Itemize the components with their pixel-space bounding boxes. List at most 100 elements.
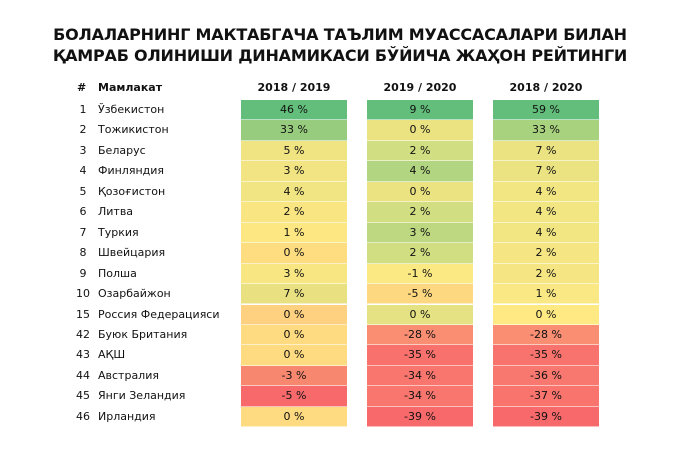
chart-title: БОЛАЛАРНИНГ МАКТАБГАЧА ТАЪЛИМ МУАССАСАЛА…: [0, 24, 680, 66]
value-cell: 2 %: [367, 140, 473, 162]
value-cell: 0 %: [367, 304, 473, 325]
country-cell: АҚШ: [98, 348, 126, 362]
value-cell: 2 %: [367, 243, 473, 264]
table-row: 8 Швейцария 0 % 2 % 2 %: [0, 243, 680, 264]
value-cell: -34 %: [367, 365, 473, 387]
value-cell: 33 %: [493, 120, 599, 141]
value-cell: -28 %: [367, 324, 473, 346]
value-cell: -39 %: [493, 406, 599, 428]
country-cell: Австралия: [98, 368, 159, 382]
country-cell: Швейцария: [98, 246, 166, 260]
country-cell: Ирландия: [98, 409, 156, 423]
rank-cell: 4: [79, 164, 87, 178]
value-cell: -1 %: [367, 263, 473, 285]
value-cell: 2 %: [241, 202, 347, 223]
value-cell: -5 %: [367, 284, 473, 305]
value-cell: 59 %: [493, 100, 599, 121]
table-row: 5 Қозоғистон 4 % 0 % 4 %: [0, 181, 680, 203]
value-cell: 4 %: [493, 222, 599, 244]
title-line-2: ҚАМРАБ ОЛИНИШИ ДИНАМИКАСИ БЎЙИЧА ЖАҲОН Р…: [52, 46, 628, 65]
value-cell: 0 %: [241, 304, 347, 325]
value-cell: 1 %: [241, 222, 347, 244]
country-cell: Россия Федерацияси: [98, 307, 220, 321]
country-cell: Тожикистон: [98, 123, 169, 137]
value-cell: 0 %: [241, 324, 347, 346]
table-row: 44 Австралия -3 % -34 % -36 %: [0, 365, 680, 387]
value-cell: 9 %: [367, 100, 473, 121]
value-cell: 4 %: [493, 202, 599, 223]
value-cell: -35 %: [367, 345, 473, 366]
header-2019-2020: 2019 / 2020: [383, 81, 457, 94]
country-cell: Полша: [98, 266, 137, 280]
value-cell: 3 %: [241, 161, 347, 182]
value-cell: -36 %: [493, 365, 599, 387]
value-cell: 4 %: [241, 181, 347, 203]
country-cell: Қозоғистон: [98, 184, 166, 198]
value-cell: 4 %: [493, 181, 599, 203]
table-row: 3 Беларус 5 % 2 % 7 %: [0, 140, 680, 162]
value-cell: 46 %: [241, 100, 347, 121]
rank-cell: 10: [76, 287, 90, 301]
value-cell: 3 %: [241, 263, 347, 285]
value-cell: -3 %: [241, 365, 347, 387]
header-rank: #: [77, 81, 87, 94]
rank-cell: 42: [76, 327, 90, 341]
rank-cell: 8: [79, 246, 87, 260]
value-cell: 0 %: [367, 181, 473, 203]
value-cell: 7 %: [493, 161, 599, 182]
rank-cell: 9: [79, 266, 87, 280]
value-cell: -37 %: [493, 386, 599, 407]
value-cell: 0 %: [241, 243, 347, 264]
value-cell: 3 %: [367, 222, 473, 244]
table-row: 43 АҚШ 0 % -35 % -35 %: [0, 345, 680, 366]
header-country: Мамлакат: [98, 81, 163, 94]
value-cell: 2 %: [367, 202, 473, 223]
rank-cell: 3: [79, 143, 87, 157]
rank-cell: 15: [76, 307, 90, 321]
table-row: 46 Ирландия 0 % -39 % -39 %: [0, 406, 680, 428]
table-row: 45 Янги Зеландия -5 % -34 % -37 %: [0, 386, 680, 407]
rank-cell: 2: [79, 123, 87, 137]
country-cell: Озарбайжон: [98, 287, 171, 301]
rank-cell: 44: [76, 368, 90, 382]
country-cell: Буюк Британия: [98, 327, 188, 341]
table-row: 10 Озарбайжон 7 % -5 % 1 %: [0, 284, 680, 305]
country-cell: Беларус: [98, 143, 146, 157]
value-cell: -28 %: [493, 324, 599, 346]
rank-cell: 1: [79, 103, 87, 116]
table-row: 4 Финляндия 3 % 4 % 7 %: [0, 161, 680, 182]
rank-cell: 5: [79, 184, 87, 198]
country-cell: Финляндия: [98, 164, 165, 178]
value-cell: 0 %: [493, 304, 599, 325]
header-2018-2020: 2018 / 2020: [509, 81, 583, 94]
value-cell: 1 %: [493, 284, 599, 305]
rank-cell: 7: [79, 225, 87, 239]
value-cell: 2 %: [493, 243, 599, 264]
value-cell: 33 %: [241, 120, 347, 141]
value-cell: 7 %: [241, 284, 347, 305]
rank-cell: 46: [76, 409, 90, 423]
value-cell: 4 %: [367, 161, 473, 182]
rank-cell: 6: [79, 205, 87, 219]
country-cell: Ўзбекистон: [98, 103, 165, 116]
table-row: 42 Буюк Британия 0 % -28 % -28 %: [0, 324, 680, 346]
value-cell: 0 %: [241, 345, 347, 366]
table-row: 1 Ўзбекистон 46 % 9 % 59 %: [0, 100, 680, 121]
value-cell: 5 %: [241, 140, 347, 162]
table-row: 2 Тожикистон 33 % 0 % 33 %: [0, 120, 680, 141]
country-cell: Туркия: [98, 225, 139, 239]
value-cell: -35 %: [493, 345, 599, 366]
country-cell: Янги Зеландия: [98, 389, 186, 403]
value-cell: -39 %: [367, 406, 473, 428]
value-cell: 0 %: [367, 120, 473, 141]
table-row: 6 Литва 2 % 2 % 4 %: [0, 202, 680, 223]
value-cell: -5 %: [241, 386, 347, 407]
rank-cell: 43: [76, 348, 90, 362]
value-cell: 0 %: [241, 406, 347, 428]
table-row: 7 Туркия 1 % 3 % 4 %: [0, 222, 680, 244]
value-cell: 2 %: [493, 263, 599, 285]
table-row: 15 Россия Федерацияси 0 % 0 % 0 %: [0, 304, 680, 325]
header-2018-2019: 2018 / 2019: [257, 81, 331, 94]
value-cell: -34 %: [367, 386, 473, 407]
country-cell: Литва: [98, 205, 134, 219]
